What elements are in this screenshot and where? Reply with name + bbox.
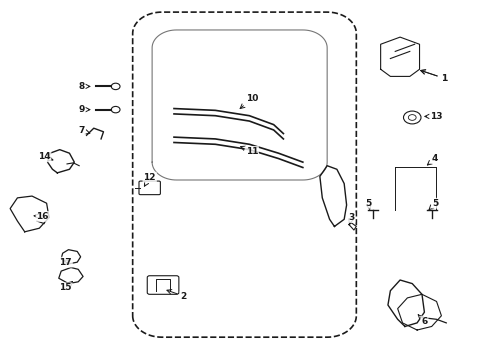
- Text: 12: 12: [143, 173, 156, 186]
- Text: 2: 2: [166, 289, 186, 301]
- Text: 4: 4: [427, 154, 437, 165]
- Text: 9: 9: [78, 105, 90, 114]
- Text: 7: 7: [78, 126, 90, 135]
- Text: 14: 14: [38, 152, 53, 161]
- Text: 16: 16: [34, 212, 49, 221]
- Text: 17: 17: [59, 258, 72, 267]
- Text: 1: 1: [420, 70, 446, 83]
- Text: 13: 13: [424, 112, 442, 121]
- Text: 1: 1: [420, 70, 446, 83]
- Text: 5: 5: [365, 199, 371, 209]
- Text: 15: 15: [59, 282, 72, 292]
- Text: 5: 5: [428, 199, 438, 210]
- Text: 10: 10: [240, 94, 258, 109]
- Text: 8: 8: [79, 82, 90, 91]
- Text: 6: 6: [417, 315, 427, 325]
- Text: 11: 11: [240, 146, 258, 156]
- Text: 3: 3: [347, 213, 354, 224]
